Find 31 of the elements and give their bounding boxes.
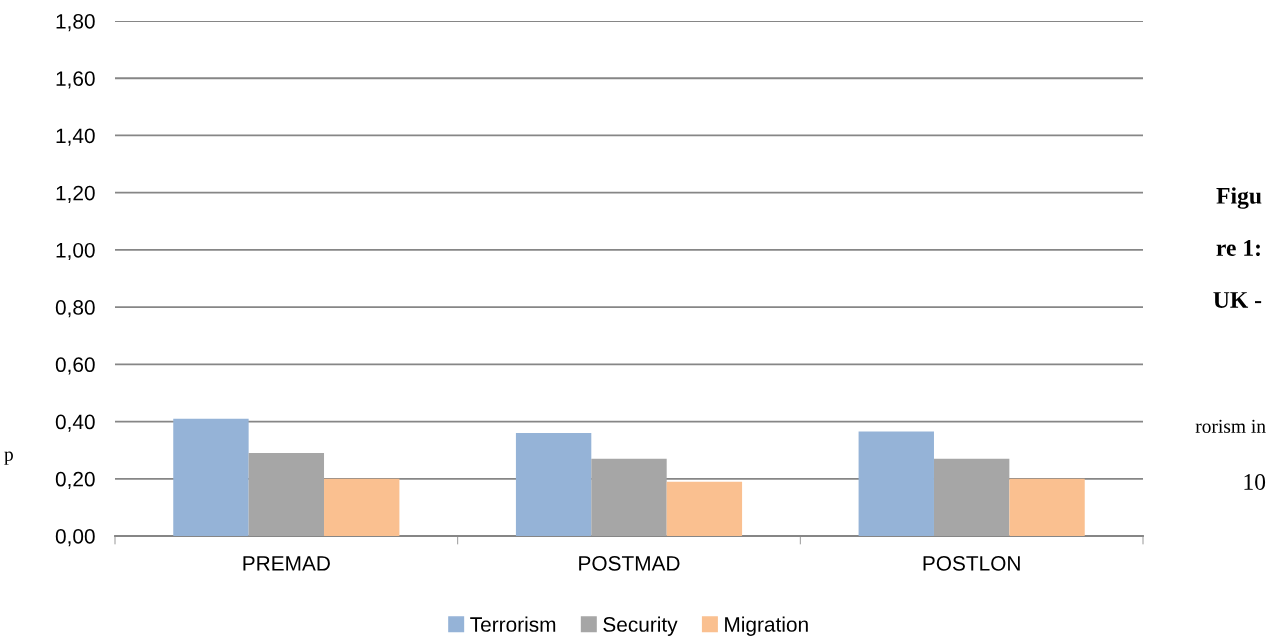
y-tick-label: 1,80 [56, 14, 95, 32]
bar [173, 418, 249, 536]
y-tick-label: 0,20 [55, 471, 95, 489]
x-tick-label: PREMAD [243, 556, 330, 571]
y-tick-label: 1,20 [56, 185, 95, 203]
text: UK - [1213, 292, 1262, 308]
x-tick-label: POSTLON [923, 555, 1020, 571]
bar [933, 458, 1010, 536]
bar [324, 478, 400, 536]
y-tick-label: 1,40 [56, 128, 95, 146]
y-tick-label: 0,40 [55, 414, 95, 432]
legend-label: Security [603, 616, 678, 636]
bar [515, 433, 592, 536]
text: 10 [1244, 473, 1266, 490]
text: Figu [1216, 187, 1262, 209]
y-tick-label: 1,00 [56, 242, 95, 261]
bar [591, 458, 667, 536]
bar [1009, 478, 1085, 536]
bar [858, 431, 934, 536]
y-tick-label: 1,60 [56, 71, 95, 89]
y-tick-label: 0,80 [55, 300, 95, 318]
bar [666, 481, 743, 536]
x-tick-label: POSTMAD [579, 555, 680, 571]
text: re 1: [1216, 240, 1260, 257]
bar [248, 453, 325, 536]
y-tick-label: 0,60 [55, 357, 95, 375]
text: p [4, 451, 13, 465]
y-tick-label: 0,00 [55, 529, 95, 547]
legend-label: Migration [725, 616, 808, 636]
text: rorism in [1195, 419, 1266, 433]
legend-label: Terrorism [470, 616, 556, 632]
